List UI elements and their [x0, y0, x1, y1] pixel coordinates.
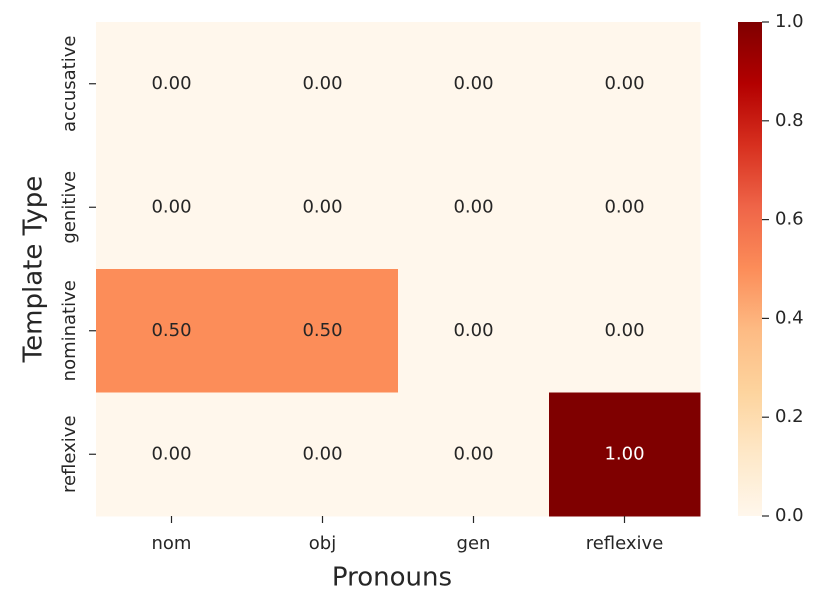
- cell-value-label: 0.00: [604, 320, 644, 341]
- heatmap-cell: [247, 269, 399, 393]
- heatmap-cell: [398, 392, 550, 517]
- colorbar: [738, 22, 762, 516]
- colorbar-tick-label: 0.0: [775, 505, 804, 526]
- heatmap-cell: [247, 145, 399, 270]
- heatmap-cell: [247, 22, 399, 146]
- cell-value-label: 0.50: [302, 320, 342, 341]
- cell-value-label: 0.00: [151, 443, 191, 464]
- y-axis-title: Template Type: [19, 176, 49, 364]
- colorbar-tick-label: 1.0: [775, 11, 804, 32]
- cell-value-label: 0.00: [453, 196, 493, 217]
- heatmap-cell: [549, 145, 701, 270]
- cell-value-label: 0.00: [604, 196, 644, 217]
- cell-value-label: 0.00: [151, 196, 191, 217]
- y-tick-label: nominative: [59, 280, 80, 381]
- heatmap-cell: [247, 392, 399, 517]
- cell-value-label: 0.00: [151, 73, 191, 94]
- colorbar-tick-label: 0.8: [775, 110, 804, 131]
- y-tick-label: accusative: [59, 36, 80, 132]
- cell-value-label: 0.00: [453, 73, 493, 94]
- heatmap-cell: [549, 392, 701, 517]
- y-tick-label: reflexive: [59, 415, 80, 493]
- heatmap-cell: [96, 392, 248, 517]
- heatmap-cell: [96, 145, 248, 270]
- x-tick-label: nom: [152, 533, 192, 554]
- colorbar-tick-label: 0.4: [775, 307, 804, 328]
- x-tick-label: reflexive: [586, 533, 664, 554]
- y-tick-label: genitive: [59, 171, 80, 244]
- cell-value-label: 0.00: [453, 320, 493, 341]
- heatmap-cell: [96, 22, 248, 146]
- heatmap-cell: [398, 22, 550, 146]
- heatmap-cell: [398, 269, 550, 393]
- x-axis-title: Pronouns: [332, 563, 452, 593]
- x-tick-label: obj: [309, 533, 336, 554]
- x-tick-label: gen: [457, 533, 491, 554]
- cell-value-label: 1.00: [604, 443, 644, 464]
- colorbar-tick-label: 0.2: [775, 406, 804, 427]
- cell-value-label: 0.00: [302, 443, 342, 464]
- cell-value-label: 0.50: [151, 320, 191, 341]
- heatmap-cell: [549, 269, 701, 393]
- colorbar-tick-label: 0.6: [775, 209, 804, 230]
- cell-value-label: 0.00: [604, 73, 644, 94]
- heatmap-cell: [96, 269, 248, 393]
- cell-value-label: 0.00: [302, 196, 342, 217]
- cell-value-label: 0.00: [302, 73, 342, 94]
- heatmap-cell: [549, 22, 701, 146]
- heatmap-cell: [398, 145, 550, 270]
- cell-value-label: 0.00: [453, 443, 493, 464]
